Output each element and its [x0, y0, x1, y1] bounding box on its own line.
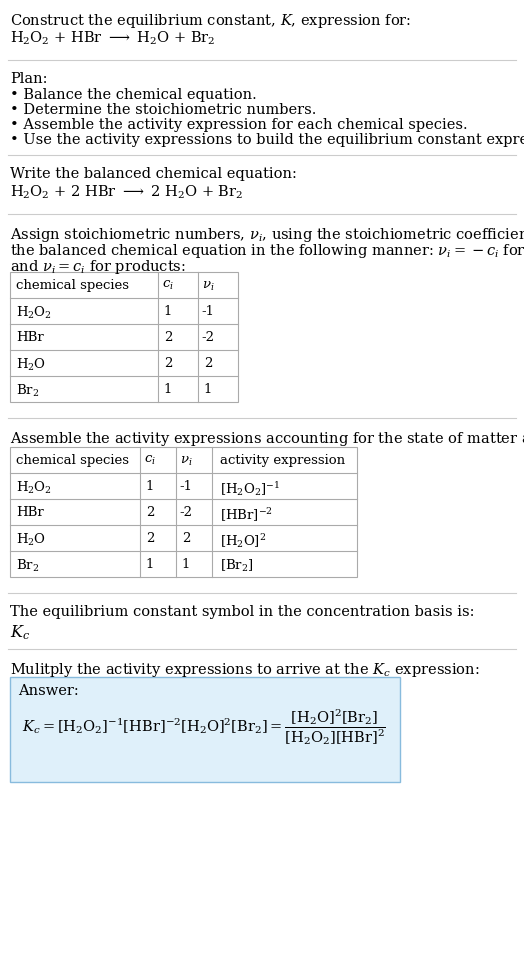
Text: The equilibrium constant symbol in the concentration basis is:: The equilibrium constant symbol in the c… — [10, 605, 475, 619]
Text: $\mathrm{H_2O_2}$: $\mathrm{H_2O_2}$ — [16, 480, 52, 496]
Text: and $\nu_i = c_i$ for products:: and $\nu_i = c_i$ for products: — [10, 258, 186, 276]
Text: 1: 1 — [164, 383, 172, 396]
Text: -2: -2 — [180, 506, 192, 519]
Text: $\nu_i$: $\nu_i$ — [180, 455, 192, 468]
Text: Mulitply the activity expressions to arrive at the $K_c$ expression:: Mulitply the activity expressions to arr… — [10, 661, 479, 679]
Text: $K_c$: $K_c$ — [10, 623, 30, 642]
Text: $\mathrm{H_2O_2}$: $\mathrm{H_2O_2}$ — [16, 305, 52, 321]
Text: -2: -2 — [202, 331, 214, 344]
Text: HBr: HBr — [16, 506, 43, 519]
Text: 2: 2 — [182, 532, 190, 545]
Text: $\mathrm{H_2O}$: $\mathrm{H_2O}$ — [16, 357, 46, 373]
Text: Answer:: Answer: — [18, 684, 79, 698]
Bar — [10, 677, 400, 782]
Text: chemical species: chemical species — [16, 279, 129, 292]
Text: 1: 1 — [146, 558, 154, 571]
Text: $\mathrm{H_2O_2}$ + 2 HBr $\longrightarrow$ 2 $\mathrm{H_2O}$ + $\mathrm{Br_2}$: $\mathrm{H_2O_2}$ + 2 HBr $\longrightarr… — [10, 184, 244, 201]
Text: 2: 2 — [164, 331, 172, 344]
Text: HBr: HBr — [16, 331, 43, 344]
Text: $\mathrm{Br_2}$: $\mathrm{Br_2}$ — [16, 383, 39, 399]
Text: $[\mathrm{Br_2}]$: $[\mathrm{Br_2}]$ — [220, 558, 254, 574]
Text: 2: 2 — [146, 506, 154, 519]
Text: • Assemble the activity expression for each chemical species.: • Assemble the activity expression for e… — [10, 118, 467, 132]
Text: -1: -1 — [202, 305, 214, 318]
Text: 1: 1 — [182, 558, 190, 571]
Text: • Use the activity expressions to build the equilibrium constant expression.: • Use the activity expressions to build … — [10, 133, 524, 147]
Text: 1: 1 — [146, 480, 154, 493]
Text: Write the balanced chemical equation:: Write the balanced chemical equation: — [10, 167, 297, 181]
Text: 1: 1 — [204, 383, 212, 396]
Text: the balanced chemical equation in the following manner: $\nu_i = -c_i$ for react: the balanced chemical equation in the fo… — [10, 242, 524, 260]
Text: -1: -1 — [180, 480, 192, 493]
Text: $[\mathrm{H_2O}]^2$: $[\mathrm{H_2O}]^2$ — [220, 532, 266, 550]
Text: Construct the equilibrium constant, $K$, expression for:: Construct the equilibrium constant, $K$,… — [10, 12, 411, 30]
Text: $[\mathrm{HBr}]^{-2}$: $[\mathrm{HBr}]^{-2}$ — [220, 506, 273, 524]
Text: activity expression: activity expression — [220, 454, 345, 467]
Text: $\mathrm{H_2O_2}$ + HBr $\longrightarrow$ $\mathrm{H_2O}$ + $\mathrm{Br_2}$: $\mathrm{H_2O_2}$ + HBr $\longrightarrow… — [10, 30, 215, 47]
Text: 2: 2 — [204, 357, 212, 370]
Text: $\nu_i$: $\nu_i$ — [202, 280, 214, 293]
Text: 2: 2 — [146, 532, 154, 545]
Text: 2: 2 — [164, 357, 172, 370]
Text: • Balance the chemical equation.: • Balance the chemical equation. — [10, 88, 257, 102]
Bar — [10, 272, 238, 402]
Text: Plan:: Plan: — [10, 72, 48, 86]
Text: chemical species: chemical species — [16, 454, 129, 467]
Text: $K_c = [\mathrm{H_2O_2}]^{-1} [\mathrm{HBr}]^{-2} [\mathrm{H_2O}]^2 [\mathrm{Br_: $K_c = [\mathrm{H_2O_2}]^{-1} [\mathrm{H… — [22, 707, 386, 747]
Text: 1: 1 — [164, 305, 172, 318]
Bar — [10, 447, 357, 577]
Text: $c_i$: $c_i$ — [162, 279, 174, 292]
Text: Assemble the activity expressions accounting for the state of matter and $\nu_i$: Assemble the activity expressions accoun… — [10, 430, 524, 448]
Text: $\mathrm{H_2O}$: $\mathrm{H_2O}$ — [16, 532, 46, 549]
Text: • Determine the stoichiometric numbers.: • Determine the stoichiometric numbers. — [10, 103, 316, 117]
Text: $c_i$: $c_i$ — [144, 454, 156, 467]
Text: $\mathrm{Br_2}$: $\mathrm{Br_2}$ — [16, 558, 39, 574]
Text: Assign stoichiometric numbers, $\nu_i$, using the stoichiometric coefficients, $: Assign stoichiometric numbers, $\nu_i$, … — [10, 226, 524, 244]
Text: $[\mathrm{H_2O_2}]^{-1}$: $[\mathrm{H_2O_2}]^{-1}$ — [220, 480, 280, 498]
